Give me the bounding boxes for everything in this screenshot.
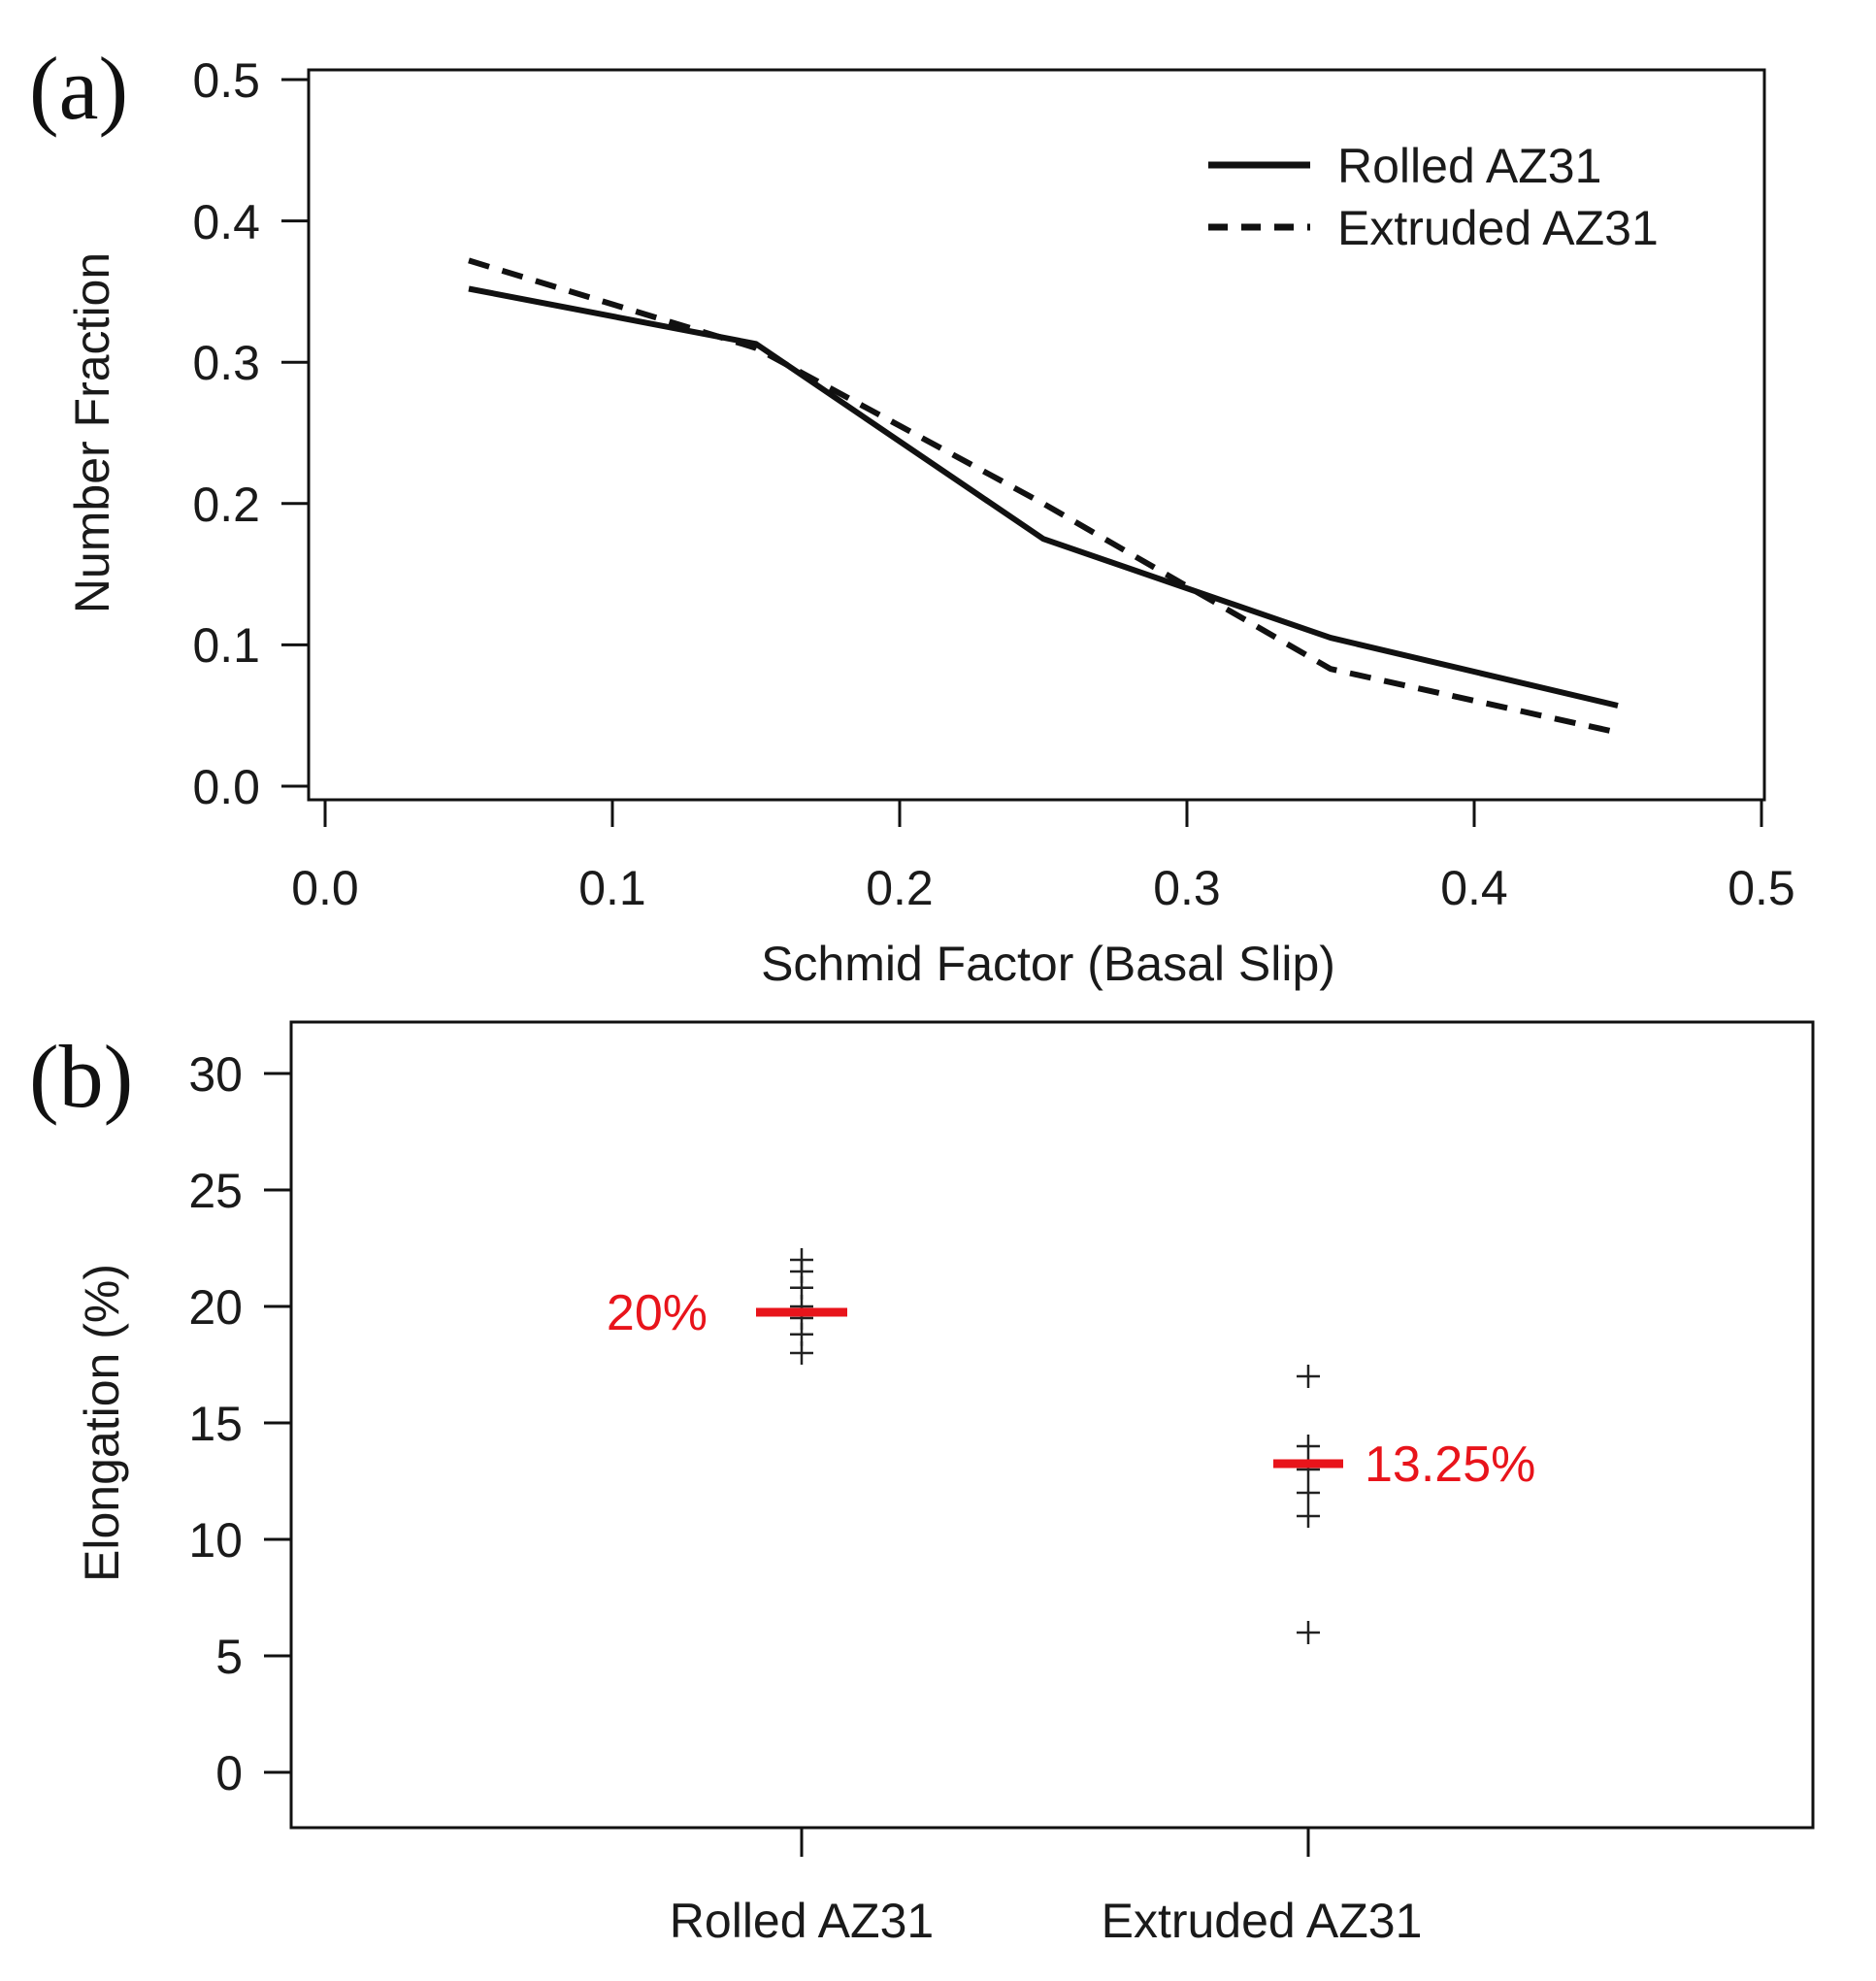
panel-b-y-tick-label: 15 — [188, 1397, 243, 1451]
panel-b-x-tick-labels: Rolled AZ31 Extruded AZ31 — [670, 1894, 1423, 1948]
panel-a-x-tick-label: 0.0 — [291, 861, 359, 915]
panel-b-y-tick-label: 5 — [215, 1630, 243, 1684]
rolled-az31-points — [790, 1248, 813, 1365]
panel-a-y-tick-label: 0.3 — [192, 336, 260, 390]
panel-b-y-tick-label: 0 — [215, 1746, 243, 1800]
extruded-az31-mean-label: 13.25% — [1365, 1436, 1535, 1493]
panel-a-x-tick-label: 0.1 — [578, 861, 646, 915]
panel-a-x-ticks — [323, 800, 1763, 827]
panel-b-plot-frame — [289, 1020, 1815, 1830]
panel-a: (a) 0.0 0.1 0.2 0.3 0.4 0.5 Number Fract… — [29, 39, 1795, 991]
panel-a-x-tick-labels: 0.0 0.1 0.2 0.3 0.4 0.5 — [291, 861, 1795, 915]
legend-extruded-label: Extruded AZ31 — [1337, 201, 1659, 255]
extruded-az31-point — [1297, 1481, 1320, 1504]
panel-b-letter: (b) — [29, 1027, 133, 1126]
panel-a-x-tick-label: 0.4 — [1440, 861, 1508, 915]
extruded-az31-point — [1297, 1365, 1320, 1388]
panel-b-y-ticks — [264, 1072, 291, 1774]
panel-a-y-tick-labels: 0.0 0.1 0.2 0.3 0.4 0.5 — [192, 53, 260, 814]
extruded-az31-point — [1297, 1504, 1320, 1528]
panel-a-y-tick-label: 0.0 — [192, 760, 260, 814]
extruded-az31-point — [1297, 1621, 1320, 1644]
rolled-az31-point — [790, 1341, 813, 1365]
panel-a-x-tick-label: 0.2 — [866, 861, 934, 915]
panel-a-y-ticks — [281, 78, 309, 788]
panel-b-x-tick-label-rolled: Rolled AZ31 — [670, 1894, 934, 1948]
panel-b: (b) 0 5 10 15 20 25 30 Elongation (%) — [29, 1020, 1815, 1948]
panel-a-y-tick-label: 0.4 — [192, 195, 260, 249]
panel-b-y-tick-label: 10 — [188, 1513, 243, 1568]
extruded-az31-points — [1297, 1365, 1320, 1644]
panel-a-legend: Rolled AZ31 Extruded AZ31 — [1208, 139, 1659, 255]
panel-b-y-tick-label: 20 — [188, 1280, 243, 1335]
rolled-az31-line — [468, 285, 1619, 709]
panel-a-x-tick-label: 0.5 — [1728, 861, 1795, 915]
panel-a-y-tick-label: 0.5 — [192, 53, 260, 108]
panel-b-y-tick-label: 25 — [188, 1164, 243, 1218]
panel-b-y-tick-label: 30 — [188, 1047, 243, 1102]
panel-a-x-axis-title: Schmid Factor (Basal Slip) — [761, 937, 1335, 991]
extruded-az31-line — [468, 257, 1619, 736]
panel-b-x-ticks — [800, 1828, 1310, 1857]
panel-a-x-tick-label: 0.3 — [1153, 861, 1221, 915]
panel-b-y-tick-labels: 0 5 10 15 20 25 30 — [188, 1047, 243, 1800]
panel-a-y-tick-label: 0.1 — [192, 618, 260, 673]
panel-b-x-tick-label-extruded: Extruded AZ31 — [1102, 1894, 1423, 1948]
panel-a-y-tick-label: 0.2 — [192, 478, 260, 532]
panel-a-letter: (a) — [29, 39, 128, 138]
legend-rolled-label: Rolled AZ31 — [1337, 139, 1601, 193]
extruded-az31-point — [1297, 1435, 1320, 1458]
panel-b-y-axis-title: Elongation (%) — [75, 1264, 129, 1582]
rolled-az31-mean-label: 20% — [607, 1285, 708, 1341]
panel-a-y-axis-title: Number Fraction — [65, 252, 119, 613]
